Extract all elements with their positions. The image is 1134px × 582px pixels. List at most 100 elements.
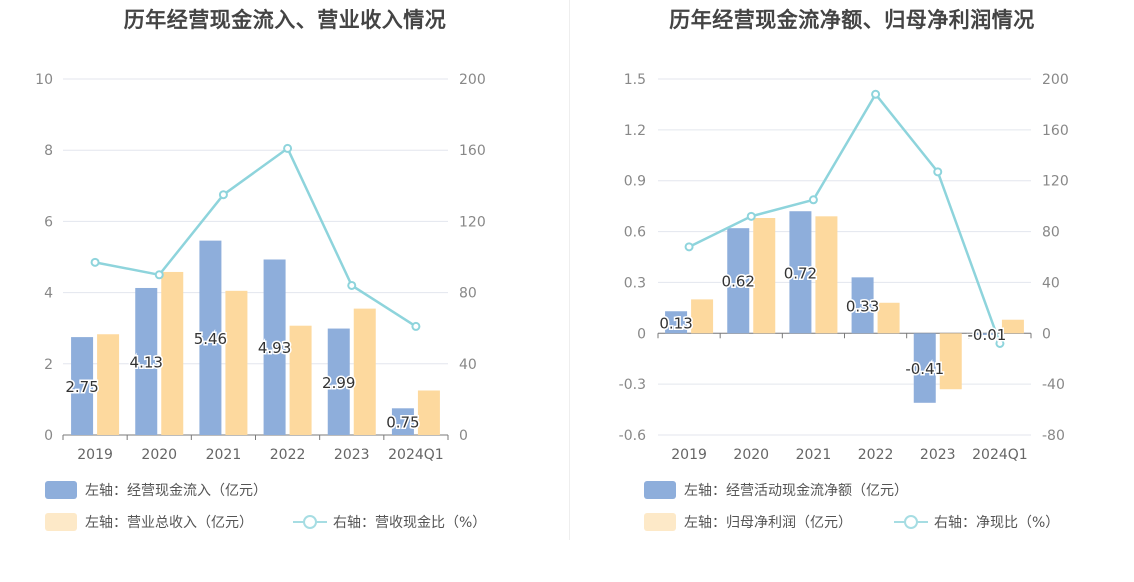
- line-point: [347, 280, 357, 290]
- line-point: [684, 242, 694, 252]
- bar-series-1: [263, 259, 286, 435]
- bar-data-label: 5.46: [194, 330, 227, 348]
- y-left-tick-label: 8: [44, 143, 53, 159]
- y-right-tick-label: 160: [459, 143, 486, 159]
- y-left-tick-label: -0.6: [619, 428, 646, 444]
- bar-data-label: -0.41: [905, 360, 944, 378]
- legend-label-revenue: 左轴：营业总收入（亿元）: [85, 515, 253, 531]
- legend-item-operating-cash-net[interactable]: 左轴：经营活动现金流净额（亿元）: [644, 480, 908, 500]
- legend-swatch-net-cash-ratio: [894, 513, 928, 531]
- right-chart-legend: 左轴：经营活动现金流净额（亿元） 左轴：归母净利润（亿元） 右轴：净现比（%）: [570, 0, 1134, 582]
- bar-series-2: [161, 271, 184, 435]
- y-left-tick-label: 6: [44, 214, 53, 230]
- bar-series-2: [1001, 319, 1024, 334]
- legend-item-cash-inflow[interactable]: 左轴：经营现金流入（亿元）: [45, 480, 267, 500]
- legend-item-revenue[interactable]: 左轴：营业总收入（亿元）: [45, 512, 253, 532]
- bar-series-2: [939, 333, 962, 390]
- bar-series-2: [753, 218, 776, 334]
- y-right-tick-label: 160: [1042, 123, 1069, 139]
- x-category-label: 2019: [671, 447, 707, 463]
- legend-swatch-operating-cash-net: [644, 481, 676, 499]
- y-right-tick-label: 120: [459, 214, 486, 230]
- y-right-tick-label: 80: [459, 286, 477, 302]
- bar-series-1: [71, 337, 94, 435]
- line-point: [283, 143, 293, 153]
- x-category-label: 2023: [920, 447, 956, 463]
- panel-divider: [569, 0, 570, 540]
- left-chart-legend: 左轴：经营现金流入（亿元） 左轴：营业总收入（亿元） 右轴：营收现金比（%）: [45, 480, 486, 532]
- legend-item-revenue-cash-ratio[interactable]: 右轴：营收现金比（%）: [293, 512, 486, 532]
- bar-series-2: [289, 325, 312, 435]
- line-point: [933, 167, 943, 177]
- y-right-tick-label: -40: [1042, 377, 1065, 393]
- bar-data-label: 0.75: [386, 414, 419, 432]
- y-right-tick-label: 0: [1042, 326, 1051, 342]
- right-chart-plot: -0.6 -80 -0.3 -40 0 0 0.3 40 0.6 80 0.9 120 1.2 160 1.…: [619, 72, 1069, 463]
- y-right-tick-label: 200: [1042, 72, 1069, 88]
- legend-label-net-cash-ratio: 右轴：净现比（%）: [934, 515, 1060, 531]
- left-chart-title: 历年经营现金流入、营业收入情况: [123, 8, 447, 32]
- left-chart-plot: 0 0 2 40 4 80 6 120 8 160 10 200 2019 2020 2021 2022 202…: [35, 72, 486, 463]
- x-category-label: 2022: [858, 447, 894, 463]
- bar-data-label: 0.62: [722, 273, 755, 291]
- bar-series-1: [975, 333, 998, 335]
- right-chart-title: 历年经营现金流净额、归母净利润情况: [669, 8, 1035, 32]
- x-category-label: 2021: [796, 447, 832, 463]
- y-left-tick-label: 4: [44, 286, 53, 302]
- legend-label-cash-inflow: 左轴：经营现金流入（亿元）: [85, 483, 267, 499]
- line-point: [871, 89, 881, 99]
- y-left-tick-label: 0: [637, 326, 646, 342]
- bar-series-2: [417, 390, 440, 435]
- legend-swatch-revenue-cash-ratio: [293, 513, 327, 531]
- y-left-tick-label: 10: [35, 72, 53, 88]
- line-point: [808, 195, 818, 205]
- line-point: [995, 338, 1005, 348]
- legend-label-revenue-cash-ratio: 右轴：营收现金比（%）: [333, 515, 487, 531]
- left-chart-panel: 历年经营现金流入、营业收入情况 0 0 2 40 4 80 6 120 8 160 10 200 201…: [35, 8, 486, 532]
- line-point: [746, 211, 756, 221]
- legend-label-operating-cash-net: 左轴：经营活动现金流净额（亿元）: [684, 483, 908, 499]
- y-left-tick-label: 0.9: [624, 174, 646, 190]
- bar-series-2: [225, 290, 248, 435]
- y-left-tick-label: 2: [44, 357, 53, 373]
- bar-series-1: [391, 408, 414, 435]
- bar-data-label: 0.33: [846, 297, 879, 315]
- bar-data-label: -0.01: [968, 326, 1007, 344]
- y-right-tick-label: 40: [1042, 275, 1060, 291]
- x-category-label: 2023: [334, 447, 370, 463]
- x-category-label: 2020: [141, 447, 177, 463]
- y-right-tick-label: 40: [459, 357, 477, 373]
- y-right-tick-label: 120: [1042, 174, 1069, 190]
- line-point: [218, 190, 228, 200]
- y-right-tick-label: 80: [1042, 225, 1060, 241]
- y-left-tick-label: -0.3: [619, 377, 646, 393]
- y-right-tick-label: 200: [459, 72, 486, 88]
- y-left-tick-label: 0.3: [624, 275, 646, 291]
- right-chart-panel: 历年经营现金流净额、归母净利润情况 -0.6 -80 -0.3 -40 0 0 0.3 40 0…: [570, 0, 1134, 582]
- legend-item-net-profit[interactable]: 左轴：归母净利润（亿元）: [644, 512, 852, 532]
- x-category-label: 2020: [733, 447, 769, 463]
- bar-series-1: [199, 240, 222, 435]
- y-left-tick-label: 0: [44, 428, 53, 444]
- bar-data-label: 4.93: [258, 339, 291, 357]
- line-series: [94, 146, 417, 328]
- y-right-tick-label: -80: [1042, 428, 1065, 444]
- bar-data-label: 0.72: [784, 264, 817, 282]
- y-left-tick-label: 1.5: [624, 72, 646, 88]
- line-point: [90, 257, 100, 267]
- line-series: [688, 92, 1002, 344]
- legend-item-net-cash-ratio[interactable]: 右轴：净现比（%）: [894, 512, 1059, 532]
- y-left-tick-label: 1.2: [624, 123, 646, 139]
- x-category-label: 2021: [206, 447, 242, 463]
- x-category-label: 2019: [77, 447, 113, 463]
- bar-series-2: [691, 299, 714, 334]
- bar-series-2: [877, 302, 900, 334]
- y-right-tick-label: 0: [459, 428, 468, 444]
- line-point: [411, 321, 421, 331]
- bar-data-label: 4.13: [130, 353, 163, 371]
- bar-series-1: [327, 328, 350, 435]
- x-category-label: 2024Q1: [972, 447, 1028, 463]
- bar-series-1: [727, 228, 750, 334]
- bar-series-2: [815, 216, 838, 334]
- legend-label-net-profit: 左轴：归母净利润（亿元）: [684, 515, 852, 531]
